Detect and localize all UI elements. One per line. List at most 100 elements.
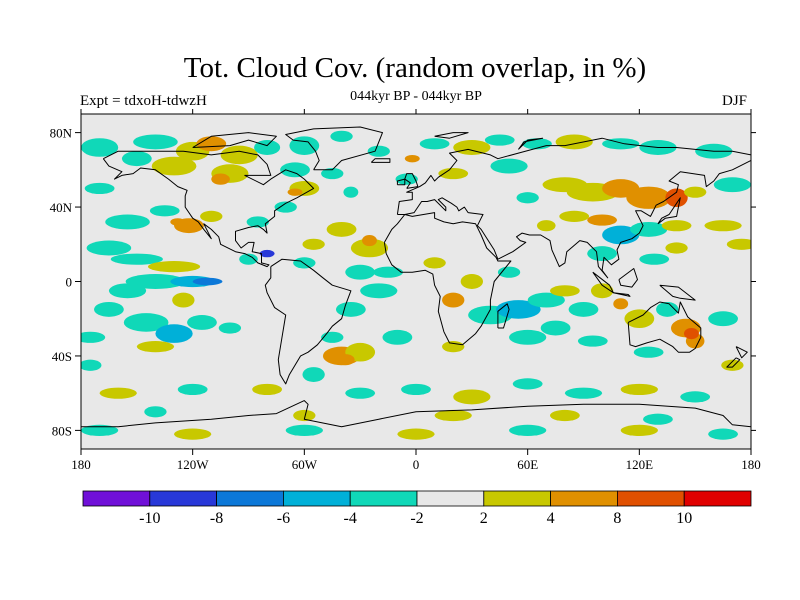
contour-patch xyxy=(721,359,744,371)
contour-patch xyxy=(172,292,195,308)
contour-patch xyxy=(395,173,418,185)
coastline xyxy=(497,303,510,329)
coastline xyxy=(81,400,751,428)
x-axis: 180 120W 60W 0 60E 120E 180 xyxy=(71,109,761,472)
coastline xyxy=(192,132,277,148)
colorbar-swatch xyxy=(82,490,151,507)
colorbar-label: 2 xyxy=(480,510,488,527)
coastline xyxy=(618,268,638,288)
contour-patch xyxy=(125,274,186,289)
y-tick-label: 80S xyxy=(52,423,72,438)
contour-patch xyxy=(590,283,614,299)
colorbar-swatch xyxy=(149,490,218,507)
contour-patch xyxy=(624,309,655,329)
x-tick-label: 60W xyxy=(292,457,318,472)
coastline xyxy=(735,346,748,359)
contour-patch xyxy=(350,238,389,258)
contour-patch xyxy=(550,409,580,422)
coastline xyxy=(370,158,391,163)
contour-patch xyxy=(404,154,420,163)
contour-patch xyxy=(643,413,673,425)
contour-patch xyxy=(442,341,465,353)
contour-patch xyxy=(665,188,688,208)
contour-patch xyxy=(516,192,539,204)
experiment-label: Expt = tdxoH-tdwzH xyxy=(80,93,207,109)
contour-patch xyxy=(633,346,664,358)
contour-patch xyxy=(509,329,547,345)
contour-patch xyxy=(626,186,671,209)
x-tick-label: 60E xyxy=(517,457,538,472)
contour-patch xyxy=(484,134,515,146)
contour-patch xyxy=(81,424,119,436)
contour-patch xyxy=(362,234,377,247)
contour-patch xyxy=(397,428,435,440)
contour-patch xyxy=(81,138,119,157)
contour-patch xyxy=(285,424,323,436)
contour-patch xyxy=(293,409,316,422)
coastline xyxy=(404,173,419,189)
contour-patch xyxy=(252,383,282,396)
y-tick-label: 40N xyxy=(50,200,73,215)
x-tick-label: 120W xyxy=(177,457,210,472)
colorbar-swatch xyxy=(483,490,551,507)
contour-patch xyxy=(326,221,357,237)
coastline xyxy=(434,132,469,139)
coastline xyxy=(285,126,383,171)
contour-patch xyxy=(99,387,137,399)
contour-patch xyxy=(121,151,152,167)
contour-patch xyxy=(123,313,169,332)
coastline xyxy=(396,178,406,186)
colorbar-swatch xyxy=(617,490,685,507)
contour-patch xyxy=(460,274,484,289)
contour-patch xyxy=(196,136,227,152)
colorbar-swatch xyxy=(683,490,752,507)
contour-patch xyxy=(360,283,398,299)
contour-patch xyxy=(564,387,603,399)
contour-patch xyxy=(110,253,163,265)
contour-patch xyxy=(330,130,353,142)
contour-patch xyxy=(708,428,738,440)
colorbar-label: -4 xyxy=(344,510,357,527)
coastline xyxy=(517,137,544,150)
y-axis: 80N 40N 0 40S 80S xyxy=(50,126,756,438)
contour-patch xyxy=(419,138,450,150)
contour-patch xyxy=(200,210,223,222)
colorbar-label: 10 xyxy=(676,510,692,527)
contour-patch xyxy=(536,220,556,232)
contour-patch xyxy=(704,220,742,232)
contour-patch xyxy=(620,424,658,436)
contour-patch xyxy=(540,320,571,336)
y-tick-label: 40S xyxy=(52,349,72,364)
coastline xyxy=(396,137,751,279)
contour-patch xyxy=(293,257,316,269)
contour-patch xyxy=(170,218,186,226)
contour-patch xyxy=(287,188,303,196)
contour-patch xyxy=(527,292,565,308)
contour-patch xyxy=(86,240,132,256)
contour-patch xyxy=(512,378,543,390)
contour-patch xyxy=(81,359,102,371)
colorbar-label: 8 xyxy=(613,510,621,527)
contour-patch xyxy=(613,298,629,310)
cloud-anomaly-contours xyxy=(81,130,751,440)
contour-patch xyxy=(509,424,547,436)
chart-title: Tot. Cloud Cov. (random overlap, in %) xyxy=(183,52,647,84)
colorbar-swatch xyxy=(216,490,284,507)
contour-patch xyxy=(382,329,413,345)
colorbar-swatch xyxy=(416,490,485,507)
contour-patch xyxy=(321,331,344,343)
contour-patch xyxy=(568,301,599,317)
colorbar-label: -2 xyxy=(410,510,423,527)
contour-patch xyxy=(345,264,376,280)
coastline xyxy=(627,301,702,353)
x-tick-label: 0 xyxy=(413,457,420,472)
contour-patch xyxy=(438,167,469,180)
contour-patch xyxy=(289,136,320,155)
contour-patch xyxy=(302,367,325,382)
contour-patch xyxy=(559,210,590,222)
colorbar-label: -6 xyxy=(277,510,290,527)
contour-patch xyxy=(136,341,175,353)
contour-patch xyxy=(577,335,608,347)
colorbar-label: 4 xyxy=(547,510,555,527)
